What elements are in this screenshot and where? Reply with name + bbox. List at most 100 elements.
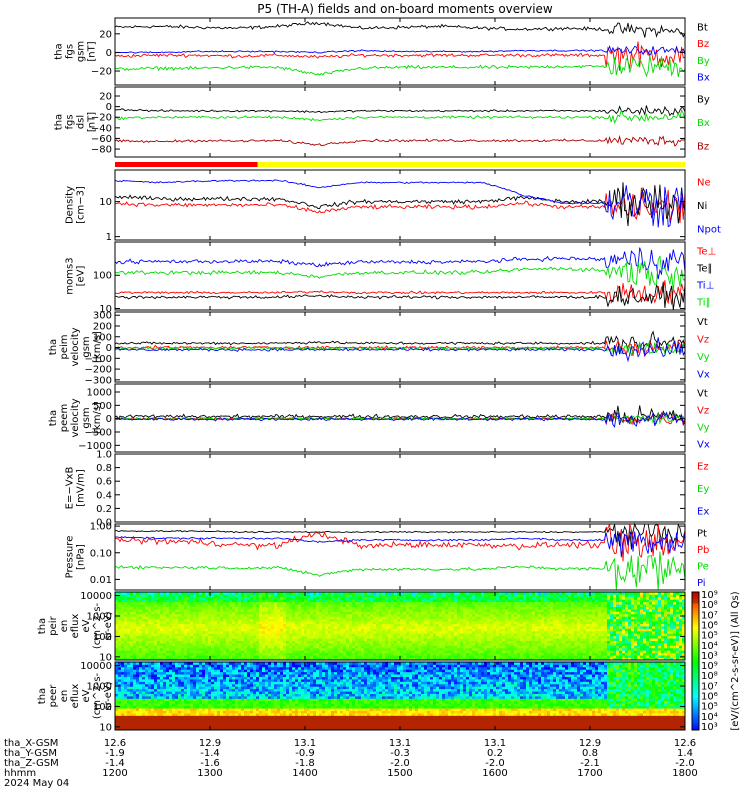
heatmap-cell (547, 655, 551, 658)
heatmap-cell (583, 611, 587, 615)
heatmap-cell (541, 628, 545, 632)
heatmap-cell (310, 635, 314, 639)
heatmap-cell (127, 645, 131, 649)
heatmap-cell (475, 655, 479, 658)
heatmap-cell (499, 623, 503, 627)
heatmap-cell (364, 628, 368, 632)
heatmap-cell (355, 616, 359, 620)
heatmap-cell (586, 626, 590, 629)
heatmap-cell (208, 647, 212, 651)
heatmap-cell (322, 638, 326, 641)
heatmap-cell (274, 621, 278, 624)
heatmap-cell (307, 655, 311, 658)
heatmap-cell (127, 630, 131, 634)
heatmap-cell (235, 630, 239, 634)
heatmap-cell (616, 604, 620, 607)
heatmap-cell (214, 623, 218, 627)
heatmap-cell (478, 611, 482, 615)
heatmap-cell (478, 647, 482, 651)
heatmap-cell (352, 616, 356, 620)
heatmap-cell (574, 604, 578, 607)
heatmap-cell (571, 613, 575, 617)
heatmap-cell (370, 652, 374, 656)
heatmap-cell (127, 601, 131, 605)
heatmap-cell (361, 630, 365, 634)
heatmap-cell (346, 596, 350, 600)
heatmap-cell (151, 623, 155, 627)
heatmap-cell (580, 645, 584, 649)
heatmap-cell (136, 618, 140, 622)
heatmap-cell (187, 635, 191, 639)
heatmap-cell (565, 611, 569, 615)
heatmap-cell (412, 601, 416, 605)
heatmap-cell (166, 592, 170, 595)
heatmap-cell (493, 643, 497, 646)
heatmap-cell (502, 616, 506, 620)
heatmap-cell (508, 613, 512, 617)
heatmap-cell (133, 609, 137, 612)
heatmap-cell (250, 647, 254, 651)
heatmap-cell (271, 626, 275, 629)
heatmap-cell (523, 638, 527, 641)
heatmap-cell (151, 592, 155, 595)
heatmap-cell (418, 623, 422, 627)
heatmap-cell (139, 626, 143, 629)
heatmap-cell (403, 626, 407, 629)
heatmap-cell (364, 613, 368, 617)
heatmap-cell (190, 640, 194, 644)
heatmap-cell (340, 618, 344, 622)
heatmap-cell (514, 638, 518, 641)
heatmap-cell (616, 623, 620, 627)
heatmap-cell (421, 621, 425, 624)
heatmap-cell (469, 594, 473, 598)
heatmap-cell (178, 611, 182, 615)
heatmap-cell (322, 618, 326, 622)
heatmap-cell (466, 657, 470, 661)
heatmap-cell (493, 613, 497, 617)
heatmap-cell (163, 592, 167, 595)
heatmap-cell (316, 609, 320, 612)
heatmap-cell (334, 652, 338, 656)
heatmap-cell (328, 652, 332, 656)
heatmap-cell (502, 647, 506, 651)
heatmap-cell (361, 645, 365, 649)
heatmap-cell (550, 650, 554, 654)
heatmap-cell (226, 599, 230, 603)
heatmap-cell (439, 611, 443, 615)
heatmap-cell (280, 611, 284, 615)
heatmap-cell (382, 640, 386, 644)
heatmap-cell (148, 616, 152, 620)
heatmap-cell (127, 623, 131, 627)
heatmap-cell (478, 592, 482, 595)
heatmap-cell (484, 626, 488, 629)
heatmap-cell (409, 633, 413, 637)
heatmap-cell (439, 650, 443, 654)
heatmap-cell (466, 616, 470, 620)
heatmap-cell (526, 628, 530, 632)
heatmap-cell (280, 647, 284, 651)
heatmap-cell (442, 638, 446, 641)
heatmap-cell (502, 638, 506, 641)
heatmap-cell (316, 623, 320, 627)
heatmap-cell (529, 645, 533, 649)
heatmap-cell (532, 647, 536, 651)
heatmap-cell (286, 645, 290, 649)
heatmap-cell (292, 606, 296, 610)
heatmap-cell (121, 596, 125, 600)
heatmap-cell (442, 657, 446, 661)
heatmap-cell (217, 650, 221, 654)
heatmap-cell (127, 640, 131, 644)
heatmap-cell (337, 594, 341, 598)
heatmap-cell (442, 611, 446, 615)
heatmap-cell (496, 640, 500, 644)
heatmap-cell (220, 630, 224, 634)
heatmap-cell (229, 640, 233, 644)
heatmap-cell (364, 611, 368, 615)
heatmap-cell (289, 633, 293, 637)
heatmap-cell (367, 606, 371, 610)
heatmap-cell (559, 643, 563, 646)
heatmap-cell (136, 630, 140, 634)
heatmap-cell (532, 621, 536, 624)
heatmap-cell (217, 616, 221, 620)
heatmap-cell (433, 652, 437, 656)
